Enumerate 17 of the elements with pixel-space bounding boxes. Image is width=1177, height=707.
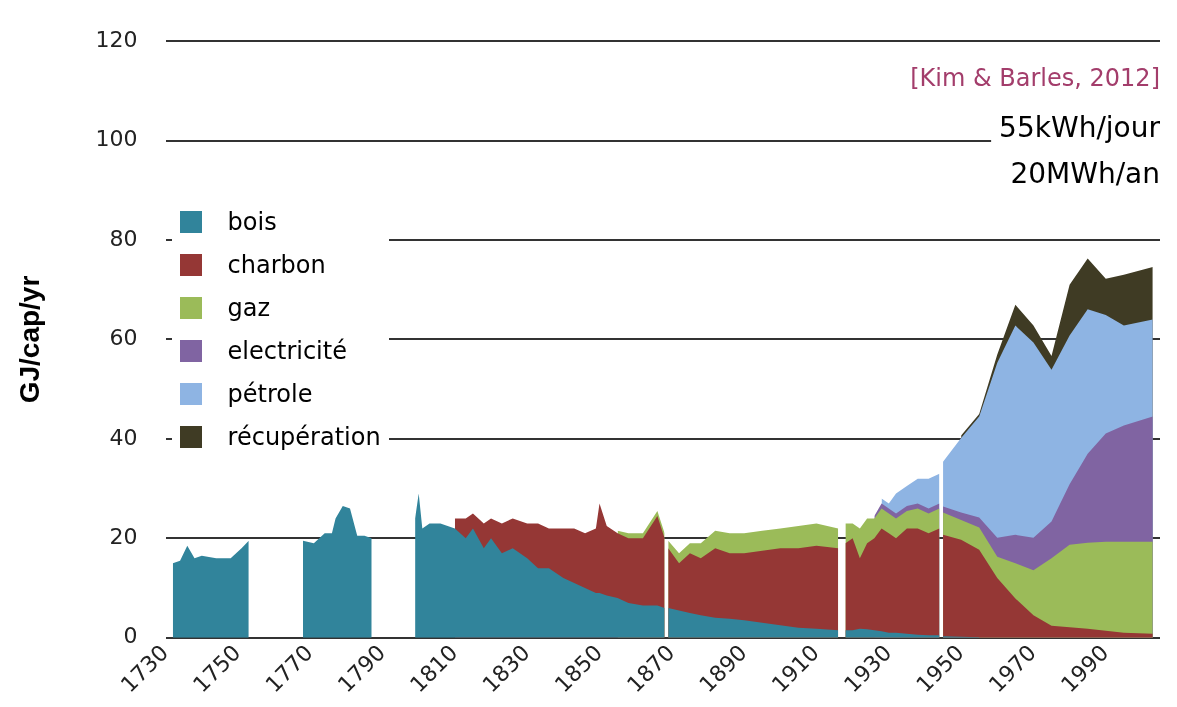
annotation: [Kim & Barles, 2012] [910,64,1160,93]
y-tick-label: 60 [109,325,138,351]
legend-label: pétrole [227,379,313,408]
legend-label: bois [227,207,277,236]
legend-label: charbon [227,250,326,279]
y-tick-label: 40 [109,424,138,450]
legend-label: récupération [227,422,381,451]
y-tick-label: 120 [95,26,138,52]
y-tick-label: 0 [123,623,138,649]
annotation: 55kWh/jour [999,111,1161,145]
y-tick-label: 20 [109,524,138,550]
legend-label: gaz [227,293,271,322]
annotation: 20MWh/an [1010,157,1160,191]
y-tick-label: 80 [109,225,138,251]
y-tick-label: 100 [95,126,138,152]
legend-label: electricité [227,336,347,365]
y-axis-title: GJ/cap/yr [13,275,45,404]
